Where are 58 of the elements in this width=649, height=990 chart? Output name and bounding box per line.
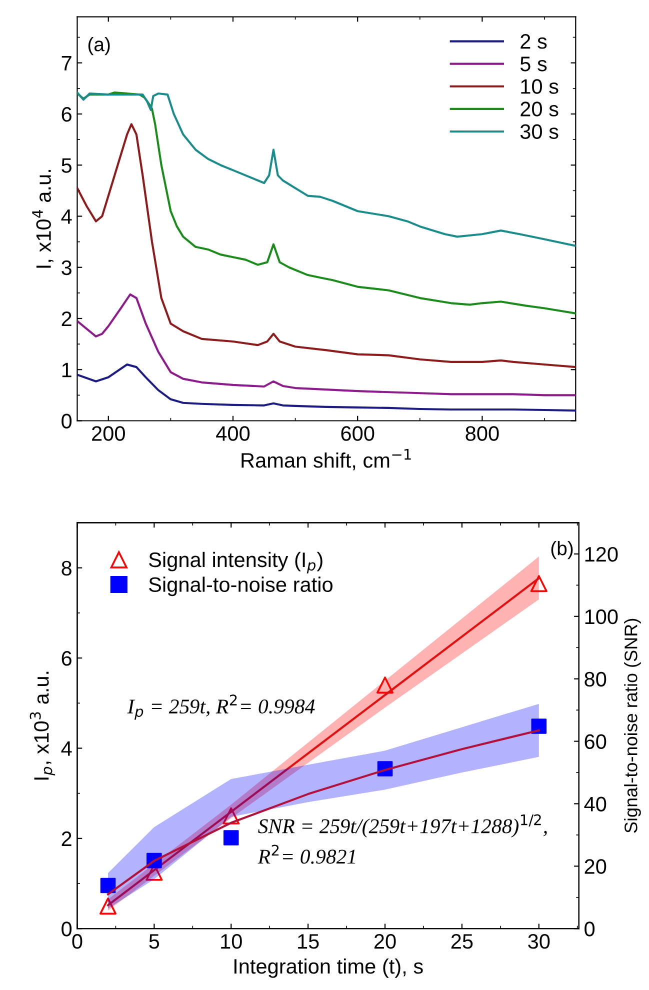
y2-tick-label: 40: [584, 796, 606, 812]
y-tick-label: 4: [61, 209, 72, 224]
line-series: [77, 293, 576, 396]
x-axis-title: Raman shift, cm$^{−1}$: [242, 448, 411, 470]
point: [222, 807, 240, 824]
y-tick-label: 8: [62, 560, 72, 576]
legend-label: Signal-to-noise ratio: [149, 576, 332, 596]
x-tick-label: 10: [221, 934, 242, 949]
point: [531, 718, 547, 734]
x-tick-label: 600: [341, 426, 374, 441]
annotation: I$_{p}$ = 259t, R$^{2}$= 0.9984: [127, 694, 315, 720]
y-tick-label: 6: [62, 106, 72, 122]
x-tick-label: 5: [149, 934, 160, 949]
line-series: [77, 363, 576, 412]
point: [530, 575, 548, 592]
x-tick-label: 400: [216, 426, 250, 441]
y-tick-label: 5: [62, 158, 72, 173]
y-axis-title: I, x10$^{4}$ a.u.: [32, 170, 54, 268]
annotation: SNR = 259t/(259t+197t+1288)$^{1/2}$,: [258, 814, 547, 838]
y2-tick-label: 120: [585, 546, 618, 562]
y-tick-label: 4: [61, 741, 72, 756]
point: [376, 676, 394, 694]
point: [100, 878, 116, 894]
legend-label: 10 s: [521, 79, 558, 94]
x-tick-label: 800: [466, 426, 499, 441]
legend-label: 2 s: [520, 34, 547, 49]
point: [99, 898, 117, 915]
y-axis-title: I$_{p}$, x10$^{3}$ a.u.: [30, 672, 56, 780]
y-tick-label: 6: [62, 651, 72, 666]
legend-label: 30 s: [520, 124, 558, 139]
legend-label: Signal intensity (I$_{p}$): [149, 552, 322, 574]
x-axis-title: Integration time (t), s: [234, 958, 423, 978]
x-tick-label: 20: [374, 934, 396, 949]
x-tick-label: 200: [92, 426, 125, 441]
y-tick-label: 2: [62, 831, 72, 846]
y2-tick-label: 20: [584, 859, 606, 874]
line-series: [77, 123, 576, 368]
point: [223, 830, 239, 846]
x-tick-label: 25: [451, 934, 473, 949]
x-tick-label: 0: [72, 934, 82, 949]
y2-axis-title: Signal-to-noise ratio (SNR): [624, 618, 641, 833]
y-tick-label: 3: [62, 260, 72, 276]
annotation: (a): [88, 37, 110, 56]
y-tick-label: 0: [62, 414, 72, 429]
y-tick-label: 0: [62, 922, 72, 936]
x-tick-label: 30: [528, 934, 550, 949]
y-tick-label: 7: [62, 56, 72, 70]
annotation: (b): [551, 540, 573, 560]
y-tick-label: 1: [62, 362, 72, 378]
annotation: R$^{2}$= 0.9821: [258, 844, 355, 864]
y2-tick-label: 60: [584, 734, 606, 750]
legend-label: 5 s: [520, 56, 547, 72]
x-tick-label: 15: [298, 934, 319, 949]
y-tick-label: 2: [62, 311, 72, 326]
y2-tick-label: 80: [584, 672, 606, 687]
y2-tick-label: 0: [584, 922, 595, 936]
y2-tick-label: 100: [585, 609, 618, 624]
legend-label: 20 s: [520, 102, 558, 116]
